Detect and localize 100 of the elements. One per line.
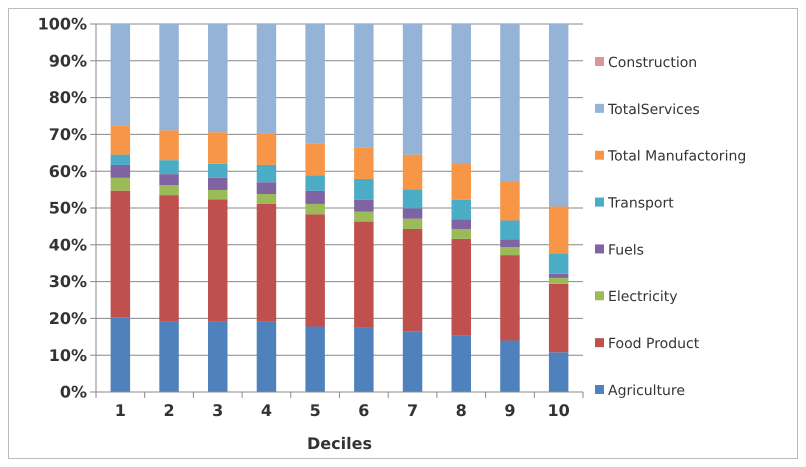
bar [208,322,228,392]
bar [305,326,325,392]
bar [256,194,276,204]
x-tick-label: 1 [114,401,126,420]
bar [305,24,325,144]
bar [354,212,374,222]
bar [548,352,568,392]
bar [208,190,228,200]
x-tick-label: 6 [358,401,370,420]
bar [159,322,179,392]
bar [548,284,568,352]
bar [208,24,228,132]
bar [354,24,374,148]
bar [305,190,325,204]
legend-label: Food Product [608,336,700,352]
bar [305,143,325,176]
bar [548,278,568,284]
y-tick-label: 10% [48,346,87,365]
bar [452,238,471,336]
x-tick-label: 7 [406,401,418,420]
bar [305,204,325,214]
y-tick-label: 90% [48,51,87,70]
bar [452,219,471,229]
legend-label: Fuels [608,242,644,258]
bar [208,132,228,164]
x-tick-label: 8 [456,401,467,420]
bar [159,130,179,160]
bar [452,163,471,200]
y-tick-label: 20% [48,309,87,328]
bar [159,160,179,174]
bar [500,182,520,221]
x-tick-label: 3 [212,401,224,420]
x-tick-label: 9 [504,401,516,420]
bar [452,228,471,239]
bar [208,200,228,322]
legend-label: Electricity [608,289,678,306]
bar [354,178,374,200]
bar [402,154,422,190]
bar [256,182,276,194]
y-tick-label: 50% [48,198,87,218]
bar [548,24,568,207]
bar [110,178,130,191]
bar [256,24,276,134]
legend-label: Transport [607,195,674,212]
bar [159,24,179,130]
x-tick-label: 4 [260,401,272,420]
legend-label: Construction [608,54,698,71]
bar [500,24,520,182]
bar [110,154,130,165]
y-tick-label: 0% [60,382,87,402]
bar [159,174,179,186]
bar [159,185,179,196]
y-tick-label: 40% [48,235,87,254]
y-tick-label: 30% [48,272,87,292]
bar [110,317,130,392]
bar [354,147,374,179]
bar [110,164,130,178]
x-tick-label: 10 [548,401,570,420]
bar [110,125,130,155]
y-tick-label: 80% [48,88,87,108]
bar [548,253,568,274]
bar [256,164,276,182]
bar [402,331,422,392]
bar [354,222,374,328]
bar [305,175,325,191]
bar [452,335,471,392]
bar [208,178,228,190]
bar [500,247,520,256]
y-tick-label: 70% [48,125,87,144]
bar [402,189,422,208]
bar [452,24,471,164]
bar [548,206,568,254]
bar [402,218,422,229]
bar [208,164,228,178]
legend-label: Agriculture [608,382,685,399]
bar [256,134,276,165]
bar [402,208,422,219]
bar [256,322,276,392]
x-tick-label: 5 [310,401,321,420]
bar [110,24,130,126]
bar [402,24,422,155]
bar [500,340,520,392]
bar [159,195,179,322]
legend-label: TotalServices [607,102,700,118]
bar [110,190,130,318]
bar [500,220,520,240]
bar [256,204,276,322]
bar [402,228,422,332]
bar [500,239,520,248]
bar [452,200,471,220]
bar [354,328,374,392]
bar [500,255,520,340]
y-tick-label: 100% [38,14,87,34]
x-tick-label: 2 [163,401,175,420]
bar [354,200,374,212]
x-axis-title: Deciles [307,434,372,453]
bar [548,274,568,278]
legend-label: Total Manufactoring [607,148,746,165]
y-tick-label: 60% [48,162,87,181]
bar [305,214,325,326]
